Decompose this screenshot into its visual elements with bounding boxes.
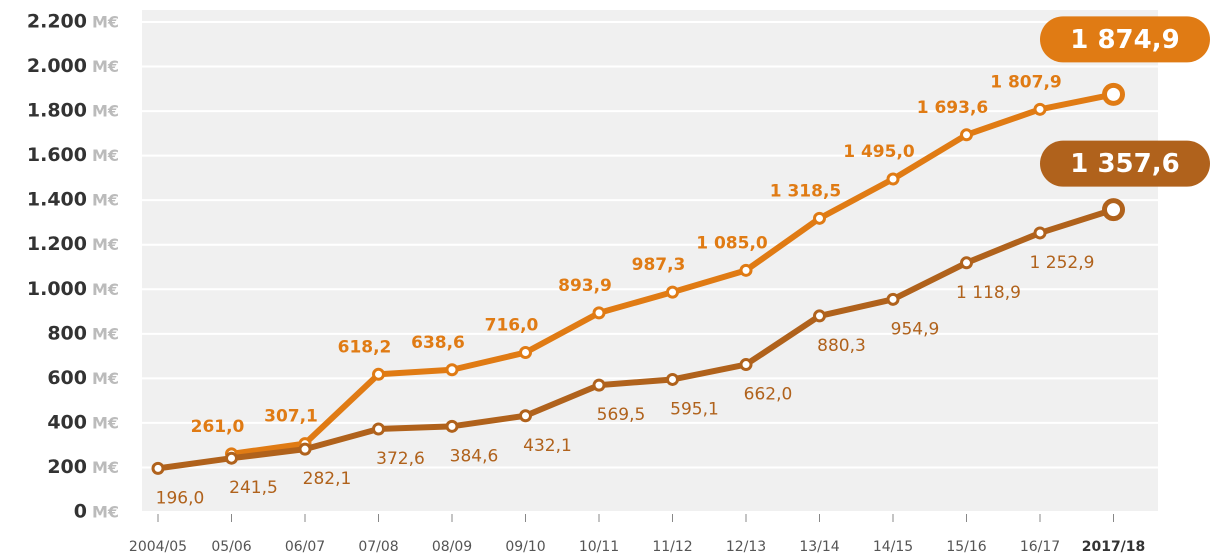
- point: [225, 451, 238, 465]
- point: [592, 306, 606, 320]
- data-label: 384,6: [450, 446, 499, 466]
- x-tick-label: 08/09: [432, 539, 472, 555]
- x-tick-label: 15/16: [946, 539, 986, 555]
- point: [813, 211, 826, 225]
- y-tick-label: 200: [47, 456, 87, 478]
- data-label: 987,3: [632, 255, 686, 275]
- data-label: 1 252,9: [1030, 253, 1095, 273]
- y-tick-unit: M€: [92, 102, 119, 121]
- data-label: 372,6: [376, 449, 425, 469]
- x-tick-label: 14/15: [873, 539, 913, 555]
- point: [592, 378, 606, 392]
- y-tick-unit: M€: [92, 13, 119, 32]
- x-tick-label: 2017/18: [1082, 539, 1146, 555]
- point: [739, 263, 753, 277]
- data-label: 1 085,0: [696, 233, 768, 253]
- point: [445, 419, 459, 433]
- point: [1102, 198, 1125, 222]
- y-tick-label: 400: [47, 411, 87, 433]
- y-tick-label: 600: [47, 367, 87, 389]
- data-label: 282,1: [303, 469, 352, 489]
- x-tick-label: 13/14: [799, 539, 839, 555]
- y-tick-unit: M€: [92, 191, 119, 210]
- x-tick-label: 07/08: [358, 539, 398, 555]
- x-tick-label: 16/17: [1020, 539, 1060, 555]
- x-tick-label: 05/06: [211, 539, 251, 555]
- point: [298, 442, 312, 456]
- series-line: [157, 206, 1115, 472]
- y-tick-label: 1.600: [27, 144, 87, 166]
- x-tick-label: 2004/05: [129, 539, 187, 555]
- point: [1102, 82, 1125, 106]
- value-pill-label: 1 874,9: [1070, 25, 1179, 55]
- y-tick-unit: M€: [92, 458, 119, 477]
- data-label: 261,0: [191, 417, 245, 437]
- x-tick-label: 09/10: [505, 539, 545, 555]
- data-label: 1 495,0: [843, 142, 915, 162]
- y-tick-unit: M€: [92, 280, 119, 299]
- point: [519, 409, 532, 423]
- y-tick-label: 0: [74, 501, 87, 523]
- value-pill: [1040, 140, 1210, 187]
- value-pill: [1040, 16, 1210, 63]
- point: [372, 422, 385, 436]
- y-tick-unit: M€: [92, 503, 119, 522]
- point: [886, 172, 900, 186]
- data-label: 638,6: [411, 333, 465, 353]
- point: [886, 292, 900, 306]
- data-label: 196,0: [156, 488, 205, 508]
- data-label: 618,2: [338, 337, 392, 357]
- x-tick-label: 06/07: [285, 539, 325, 555]
- y-tick-label: 1.800: [27, 100, 87, 122]
- point: [519, 346, 532, 360]
- y-tick-unit: M€: [92, 57, 119, 76]
- data-label: 1 318,5: [770, 181, 842, 201]
- data-label: 432,1: [523, 436, 572, 456]
- value-pill-label: 1 357,6: [1070, 149, 1179, 179]
- point: [1033, 102, 1047, 116]
- y-tick-label: 1.400: [27, 189, 87, 211]
- x-tick-label: 10/11: [579, 539, 619, 555]
- data-label: 1 807,9: [990, 72, 1062, 92]
- point: [666, 285, 679, 299]
- data-label: 893,9: [558, 276, 612, 296]
- point: [960, 256, 973, 270]
- point: [960, 128, 973, 142]
- data-label: 954,9: [891, 319, 940, 339]
- y-tick-label: 2.200: [27, 11, 87, 33]
- y-tick-label: 800: [47, 322, 87, 344]
- data-label: 1 693,6: [917, 98, 989, 118]
- y-tick-unit: M€: [92, 235, 119, 254]
- data-label: 307,1: [264, 407, 318, 427]
- data-label: 880,3: [817, 336, 866, 356]
- point: [666, 372, 679, 386]
- point: [813, 309, 826, 323]
- data-label: 716,0: [485, 316, 539, 336]
- data-label: 595,1: [670, 399, 719, 419]
- point: [372, 367, 385, 381]
- y-tick-label: 1.200: [27, 233, 87, 255]
- x-tick-label: 11/12: [652, 539, 692, 555]
- point: [739, 358, 753, 372]
- plot-background: [142, 10, 1158, 512]
- data-label: 241,5: [229, 478, 278, 498]
- y-tick-unit: M€: [92, 369, 119, 388]
- y-tick-unit: M€: [92, 324, 119, 343]
- data-label: 569,5: [597, 405, 646, 425]
- point: [151, 461, 165, 475]
- y-tick-unit: M€: [92, 413, 119, 432]
- x-tick-label: 12/13: [726, 539, 766, 555]
- y-tick-unit: M€: [92, 146, 119, 165]
- data-label: 1 118,9: [956, 283, 1021, 303]
- data-label: 662,0: [744, 385, 793, 405]
- y-tick-label: 2.000: [27, 55, 87, 77]
- point: [445, 363, 459, 377]
- y-tick-label: 1.000: [27, 278, 87, 300]
- point: [1033, 226, 1047, 240]
